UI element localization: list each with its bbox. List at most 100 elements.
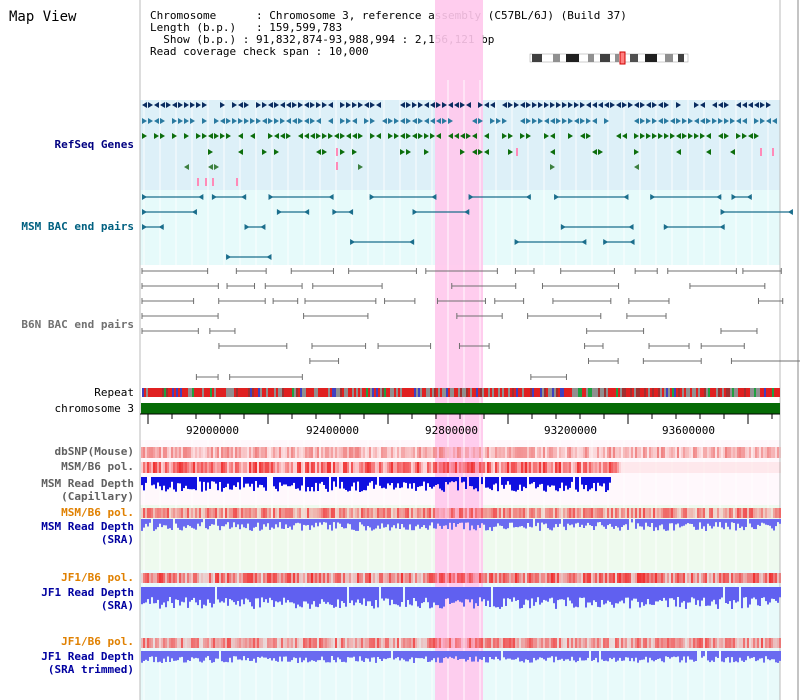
repeat-mark[interactable] — [236, 388, 238, 397]
gene-mark[interactable] — [490, 102, 495, 108]
repeat-mark[interactable] — [234, 388, 236, 397]
repeat-mark[interactable] — [602, 388, 604, 397]
gene-mark[interactable] — [574, 102, 579, 108]
gene-mark[interactable] — [442, 102, 447, 108]
repeat-mark[interactable] — [470, 388, 472, 397]
repeat-mark[interactable] — [530, 388, 532, 397]
repeat-mark[interactable] — [226, 388, 228, 397]
refseq-mark[interactable] — [336, 162, 338, 170]
gene-mark[interactable] — [364, 118, 369, 124]
repeat-mark[interactable] — [572, 388, 574, 397]
repeat-mark[interactable] — [474, 388, 476, 397]
gene-mark[interactable] — [148, 118, 153, 124]
gene-mark[interactable] — [580, 118, 585, 124]
repeat-mark[interactable] — [706, 388, 708, 397]
repeat-mark[interactable] — [242, 388, 244, 397]
repeat-mark[interactable] — [258, 388, 260, 397]
gene-mark[interactable] — [586, 118, 591, 124]
gene-mark[interactable] — [670, 118, 675, 124]
gene-mark[interactable] — [634, 149, 639, 155]
repeat-mark[interactable] — [594, 388, 596, 397]
gene-mark[interactable] — [436, 133, 441, 139]
gene-mark[interactable] — [706, 118, 711, 124]
gene-mark[interactable] — [238, 133, 243, 139]
bac-end-mark[interactable] — [525, 194, 531, 200]
repeat-mark[interactable] — [680, 388, 682, 397]
gene-mark[interactable] — [406, 149, 411, 155]
bac-end-mark[interactable] — [412, 209, 418, 215]
repeat-mark[interactable] — [396, 388, 398, 397]
gene-mark[interactable] — [202, 118, 207, 124]
gene-mark[interactable] — [640, 118, 645, 124]
repeat-mark[interactable] — [750, 388, 752, 397]
repeat-mark[interactable] — [450, 388, 452, 397]
repeat-mark[interactable] — [460, 388, 462, 397]
repeat-mark[interactable] — [652, 388, 654, 397]
repeat-mark[interactable] — [352, 388, 354, 397]
gene-mark[interactable] — [160, 118, 165, 124]
repeat-mark[interactable] — [746, 388, 748, 397]
repeat-mark[interactable] — [538, 388, 540, 397]
repeat-mark[interactable] — [772, 388, 774, 397]
repeat-mark[interactable] — [360, 388, 362, 397]
repeat-mark[interactable] — [516, 388, 518, 397]
repeat-mark[interactable] — [672, 388, 674, 397]
repeat-mark[interactable] — [774, 388, 776, 397]
repeat-mark[interactable] — [322, 388, 324, 397]
gene-mark[interactable] — [412, 118, 417, 124]
gene-mark[interactable] — [178, 118, 183, 124]
repeat-mark[interactable] — [592, 388, 594, 397]
repeat-mark[interactable] — [598, 388, 600, 397]
gene-mark[interactable] — [376, 133, 381, 139]
repeat-mark[interactable] — [740, 388, 742, 397]
repeat-mark[interactable] — [698, 388, 700, 397]
repeat-mark[interactable] — [434, 388, 436, 397]
gene-mark[interactable] — [490, 118, 495, 124]
gene-mark[interactable] — [262, 102, 267, 108]
repeat-mark[interactable] — [558, 388, 560, 397]
gene-mark[interactable] — [352, 118, 357, 124]
gene-mark[interactable] — [754, 118, 759, 124]
bac-end-mark[interactable] — [629, 239, 635, 245]
repeat-mark[interactable] — [766, 388, 768, 397]
repeat-mark[interactable] — [476, 388, 478, 397]
gene-mark[interactable] — [562, 118, 567, 124]
bac-end-mark[interactable] — [304, 209, 310, 215]
gene-mark[interactable] — [466, 102, 471, 108]
gene-mark[interactable] — [346, 102, 351, 108]
gene-mark[interactable] — [310, 102, 315, 108]
repeat-mark[interactable] — [262, 388, 264, 397]
repeat-mark[interactable] — [220, 388, 222, 397]
gene-mark[interactable] — [352, 102, 357, 108]
repeat-mark[interactable] — [210, 388, 212, 397]
gene-mark[interactable] — [478, 102, 483, 108]
gene-mark[interactable] — [238, 102, 243, 108]
refseq-genes-label[interactable]: RefSeq Genes — [54, 138, 134, 151]
repeat-mark[interactable] — [614, 388, 616, 397]
gene-mark[interactable] — [208, 133, 213, 139]
gene-mark[interactable] — [556, 102, 561, 108]
gene-mark[interactable] — [340, 118, 345, 124]
repeat-mark[interactable] — [518, 388, 520, 397]
chromosome-bar[interactable] — [141, 403, 780, 414]
gene-mark[interactable] — [466, 133, 471, 139]
repeat-mark[interactable] — [674, 388, 676, 397]
gene-mark[interactable] — [400, 149, 405, 155]
repeat-mark[interactable] — [166, 388, 168, 397]
gene-mark[interactable] — [166, 102, 171, 108]
gene-mark[interactable] — [562, 102, 567, 108]
gene-mark[interactable] — [448, 102, 453, 108]
gene-mark[interactable] — [214, 118, 219, 124]
repeat-mark[interactable] — [404, 388, 406, 397]
gene-mark[interactable] — [610, 102, 615, 108]
repeat-mark[interactable] — [568, 388, 570, 397]
repeat-mark[interactable] — [684, 388, 686, 397]
repeat-mark[interactable] — [392, 388, 394, 397]
gene-mark[interactable] — [370, 102, 375, 108]
bac-end-mark[interactable] — [158, 224, 164, 230]
gene-mark[interactable] — [436, 118, 441, 124]
repeat-mark[interactable] — [330, 388, 332, 397]
repeat-mark[interactable] — [720, 388, 722, 397]
repeat-mark[interactable] — [564, 388, 566, 397]
bac-end-mark[interactable] — [719, 224, 725, 230]
